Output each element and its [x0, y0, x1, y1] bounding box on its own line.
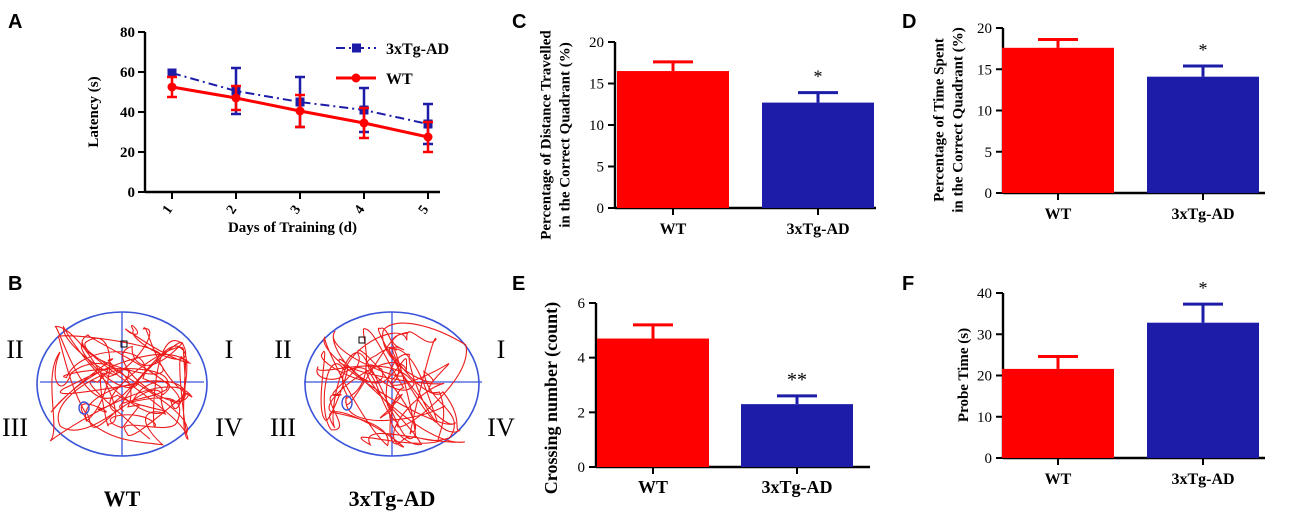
quadrant-label-ii: II [274, 335, 291, 364]
panel-letter-e: E [512, 273, 525, 295]
chart-a-x-tick-label: 3 [288, 203, 304, 217]
track-group-label: 3xTg-AD [349, 486, 436, 511]
platform-marker [120, 340, 128, 348]
chart-e-x-tick-label: 3xTg-AD [762, 477, 833, 497]
chart-f-y-tick-label: 0 [985, 451, 993, 467]
chart-a-legend-marker-0 [352, 43, 361, 53]
chart-a-y-label: Latency (s) [86, 76, 102, 147]
chart-a-legend-marker-1 [351, 73, 361, 83]
chart-a-y-tick-label: 0 [128, 185, 136, 201]
panel-letter-b: B [8, 273, 22, 295]
chart-f-y-tick-label: 30 [977, 327, 992, 343]
chart-a-latency: 0 20 40 60 80 1 2 3 4 5 Days of Training (d) Latenc… [86, 25, 449, 236]
quadrant-label-i: I [225, 335, 234, 364]
platform-marker [358, 336, 366, 344]
chart-c-y-tick-label: 15 [589, 77, 604, 93]
chart-e-y-tick-label: 6 [578, 296, 586, 312]
swim-track-path [316, 322, 467, 448]
chart-a-series-line-0 [171, 72, 429, 125]
track-group-label: WT [104, 486, 141, 511]
chart-d-y-tick-label: 15 [977, 62, 992, 78]
chart-d-y-tick-label: 5 [985, 145, 993, 161]
quadrant-label-i: I [497, 335, 506, 364]
chart-d-time-spent: 0 5 10 15 20 WT 3xTg-AD * Percentage of Time Spe… [932, 21, 1265, 223]
chart-c-y-tick-label: 0 [597, 201, 605, 217]
chart-a-point-1 [359, 118, 369, 128]
chart-f-bar-0 [1002, 368, 1114, 458]
quadrant-label-ii: II [6, 335, 23, 364]
chart-e-bar-0 [597, 338, 709, 467]
chart-f-y-label: Probe Time (s) [956, 328, 972, 422]
chart-d-significance: * [1199, 40, 1208, 60]
chart-a-x-tick-label: 4 [352, 203, 368, 217]
chart-c-bar-1 [762, 102, 874, 208]
chart-f-significance: * [1199, 278, 1208, 298]
chart-e-significance: ** [787, 369, 807, 391]
chart-d-bar-1 [1147, 76, 1259, 193]
chart-a-legend-label: 3xTg-AD [386, 41, 449, 58]
chart-f-y-tick-label: 20 [977, 369, 992, 385]
chart-c-significance: * [814, 67, 823, 87]
panel-letter-c: C [512, 11, 526, 33]
chart-f-y-tick-label: 10 [977, 410, 992, 426]
chart-f-probe-time: 0 10 20 30 40 WT 3xTg-AD * Probe Time (s) [956, 278, 1265, 488]
chart-e-x-tick-label: WT [638, 477, 668, 497]
chart-a-point-1 [231, 93, 241, 103]
chart-a-x-label: Days of Training (d) [228, 220, 357, 236]
chart-e-y-tick-label: 4 [578, 351, 586, 367]
panel-letter-d: D [902, 11, 916, 33]
chart-c-y-label: Percentage of Distance Travelled [539, 30, 555, 240]
chart-e-y-tick-label: 0 [578, 460, 586, 476]
chart-a-y-tick-label: 40 [120, 105, 135, 121]
chart-c-x-tick-label: WT [660, 221, 687, 238]
chart-c-y-tick-label: 5 [597, 160, 605, 176]
chart-a-point-1 [167, 82, 177, 92]
chart-d-x-tick-label: WT [1045, 206, 1072, 223]
chart-a-legend-label: WT [386, 71, 413, 88]
chart-a-point-0 [167, 68, 177, 78]
chart-d-y-label: Percentage of Time Spent [932, 38, 948, 202]
chart-e-y-tick-label: 2 [578, 405, 586, 421]
chart-d-bar-0 [1002, 47, 1114, 193]
swim-track-path [49, 324, 193, 446]
chart-a-point-1 [423, 132, 433, 142]
chart-c-y-tick-label: 10 [589, 118, 604, 134]
chart-d-y-label: in the Correct Quadrant (%) [951, 27, 967, 213]
start-marker [78, 401, 90, 415]
chart-e-y-label: Crossing number (count) [541, 302, 562, 494]
chart-d-y-tick-label: 10 [977, 104, 992, 120]
chart-c-y-label: in the Correct Quadrant (%) [558, 42, 574, 228]
chart-a-y-tick-label: 80 [120, 25, 135, 41]
chart-f-x-tick-label: WT [1045, 471, 1072, 488]
panel-letter-f: F [902, 273, 914, 295]
chart-f-x-tick-label: 3xTg-AD [1171, 471, 1234, 488]
chart-c-bar-0 [617, 71, 729, 208]
chart-e-bar-1 [741, 404, 853, 467]
chart-a-x-tick-label: 5 [416, 203, 432, 217]
chart-d-y-tick-label: 20 [977, 21, 992, 37]
chart-d-y-tick-label: 0 [985, 186, 993, 202]
quadrant-label-iv: IV [215, 413, 243, 442]
chart-a-y-tick-label: 60 [120, 65, 135, 81]
chart-c-y-tick-label: 20 [589, 35, 604, 51]
quadrant-label-iii: III [270, 413, 296, 442]
chart-c-distance: 0 5 10 15 20 WT 3xTg-AD * Percentage of Distance… [539, 30, 876, 240]
chart-f-bar-1 [1147, 322, 1259, 458]
chart-a-y-tick-label: 20 [120, 145, 135, 161]
quadrant-label-iv: IV [487, 413, 515, 442]
chart-a-x-tick-label: 1 [160, 203, 176, 217]
chart-c-x-tick-label: 3xTg-AD [786, 221, 849, 238]
start-marker [341, 395, 353, 411]
chart-e-crossing: 0 2 4 6 WT 3xTg-AD ** Crossing number (count) [541, 296, 870, 497]
chart-a-x-tick-label: 2 [224, 203, 240, 217]
panel-letter-a: A [8, 11, 22, 33]
chart-f-y-tick-label: 40 [977, 286, 992, 302]
chart-d-x-tick-label: 3xTg-AD [1171, 206, 1234, 223]
chart-a-point-1 [295, 106, 305, 116]
quadrant-label-iii: III [2, 413, 28, 442]
